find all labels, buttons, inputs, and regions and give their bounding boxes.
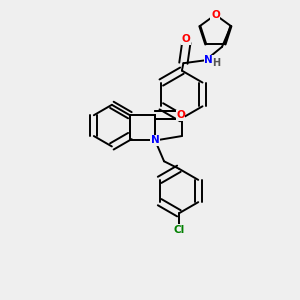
Text: N: N [151,136,160,146]
Text: O: O [176,110,185,120]
Text: N: N [204,55,213,65]
Text: O: O [211,10,220,20]
Text: H: H [212,58,220,68]
Text: N: N [151,136,160,146]
Text: O: O [182,34,191,44]
Text: O: O [176,110,185,120]
Text: Cl: Cl [173,225,184,235]
